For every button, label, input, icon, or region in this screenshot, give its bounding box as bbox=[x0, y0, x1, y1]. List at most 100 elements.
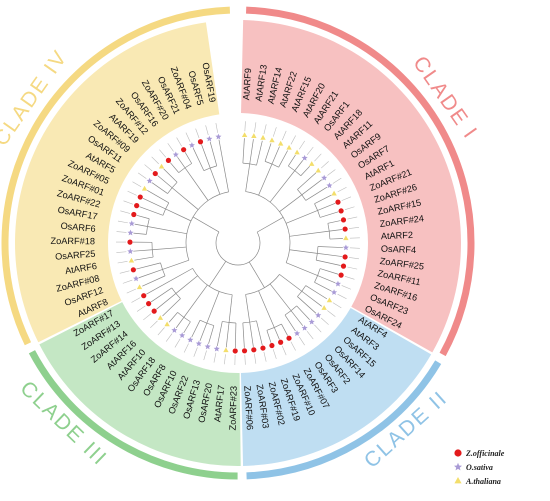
marker-atarf13 bbox=[251, 133, 257, 138]
tip-stub bbox=[321, 161, 329, 169]
marker-atarf10 bbox=[164, 321, 170, 327]
tip-stub bbox=[144, 164, 153, 172]
marker-atarf2 bbox=[343, 235, 349, 241]
branch bbox=[133, 249, 153, 252]
tip-stub bbox=[344, 276, 355, 280]
marker-osarf3 bbox=[293, 330, 301, 337]
tip-stub bbox=[174, 338, 181, 348]
branch bbox=[264, 143, 272, 162]
branch bbox=[256, 320, 263, 346]
tip-stub bbox=[341, 285, 352, 290]
tip-stub bbox=[215, 122, 218, 133]
branch-arc bbox=[245, 191, 291, 263]
tip-stub bbox=[263, 351, 267, 362]
marker-zoarf23 bbox=[232, 348, 238, 354]
marker-osarf1 bbox=[301, 154, 308, 161]
branch bbox=[278, 150, 288, 168]
branch bbox=[290, 310, 304, 326]
tip-stub bbox=[165, 333, 173, 342]
branch bbox=[136, 214, 150, 220]
branch-arc bbox=[242, 162, 257, 166]
branch bbox=[281, 323, 288, 336]
clade-arc-i bbox=[246, 6, 475, 357]
marker-atarf8 bbox=[136, 284, 143, 290]
marker-zoarf09 bbox=[152, 170, 158, 177]
branch bbox=[269, 283, 292, 311]
leaf-osarf6: OsARF6 bbox=[60, 221, 96, 234]
branch bbox=[258, 290, 275, 328]
branch bbox=[136, 262, 161, 270]
branch bbox=[139, 206, 164, 216]
marker-osarf8 bbox=[179, 332, 186, 339]
branch bbox=[134, 256, 154, 261]
marker-zoarf01 bbox=[134, 203, 140, 209]
marker-osarf25 bbox=[127, 248, 134, 255]
marker-zoarf16 bbox=[338, 272, 344, 278]
leaf-osarf25: OsARF25 bbox=[55, 249, 96, 262]
marker-osarf10 bbox=[187, 336, 194, 343]
tip-stub bbox=[127, 190, 137, 196]
branch bbox=[296, 305, 310, 321]
marker-zoarf26 bbox=[338, 208, 344, 214]
branch bbox=[242, 322, 245, 348]
tip-stub bbox=[332, 302, 342, 309]
tip-stub bbox=[244, 121, 246, 132]
clade-arc-ii bbox=[246, 360, 442, 480]
marker-osarf21 bbox=[188, 142, 195, 148]
marker-zoarf11 bbox=[340, 263, 347, 269]
tip-stub bbox=[314, 153, 322, 162]
tip-stub bbox=[281, 345, 287, 356]
marker-atarf22 bbox=[269, 137, 275, 143]
branch-arc bbox=[215, 231, 261, 266]
legend-label-zo: Z.officinale bbox=[465, 449, 505, 458]
branch bbox=[289, 249, 318, 254]
tip-stub bbox=[349, 226, 360, 229]
marker-zoarf04 bbox=[197, 139, 204, 145]
branch bbox=[162, 259, 190, 270]
branch bbox=[168, 312, 178, 323]
branch bbox=[284, 314, 296, 332]
marker-zoarf19 bbox=[269, 342, 275, 349]
tip-stub bbox=[290, 135, 296, 145]
legend-label-at: A.thaliana bbox=[465, 477, 501, 486]
branch bbox=[222, 158, 229, 192]
tip-stub bbox=[320, 317, 329, 325]
tip-stub bbox=[116, 251, 127, 253]
marker-osarf20 bbox=[213, 345, 220, 352]
branch bbox=[314, 282, 332, 292]
tip-stub bbox=[254, 353, 257, 364]
branch bbox=[316, 259, 341, 266]
tip-stub bbox=[151, 156, 159, 165]
branch bbox=[175, 317, 185, 329]
tip-stub bbox=[281, 130, 287, 141]
marker-atarf1 bbox=[331, 190, 337, 196]
marker-osarf14 bbox=[308, 318, 315, 325]
tip-stub bbox=[341, 196, 352, 201]
branch-arc bbox=[314, 268, 321, 283]
clade-band-iv bbox=[14, 22, 220, 343]
tip-stub bbox=[314, 324, 322, 333]
marker-zoarf21 bbox=[335, 199, 341, 205]
tip-stub bbox=[183, 343, 189, 353]
branch bbox=[218, 139, 223, 159]
marker-atarf16 bbox=[157, 315, 164, 320]
branch-arc bbox=[288, 165, 302, 177]
tip-stub bbox=[205, 125, 209, 136]
tip-stub bbox=[337, 187, 347, 193]
branch bbox=[273, 327, 280, 340]
marker-osarf5 bbox=[206, 135, 213, 142]
marker-zoarf24 bbox=[342, 226, 348, 232]
clade-arc-iii bbox=[28, 350, 238, 480]
marker-osarf22 bbox=[195, 340, 202, 347]
branch bbox=[256, 216, 284, 233]
branch bbox=[279, 194, 303, 212]
tip-stub bbox=[344, 206, 355, 211]
tip-stub bbox=[347, 216, 358, 220]
tip-stub bbox=[131, 297, 141, 303]
marker-osarf6 bbox=[127, 229, 134, 236]
branch bbox=[157, 175, 173, 188]
tip-stub bbox=[167, 143, 174, 152]
branch-arc bbox=[264, 161, 279, 168]
leaf-atarf2: AtARF2 bbox=[381, 230, 414, 241]
marker-osarf13 bbox=[204, 343, 211, 350]
